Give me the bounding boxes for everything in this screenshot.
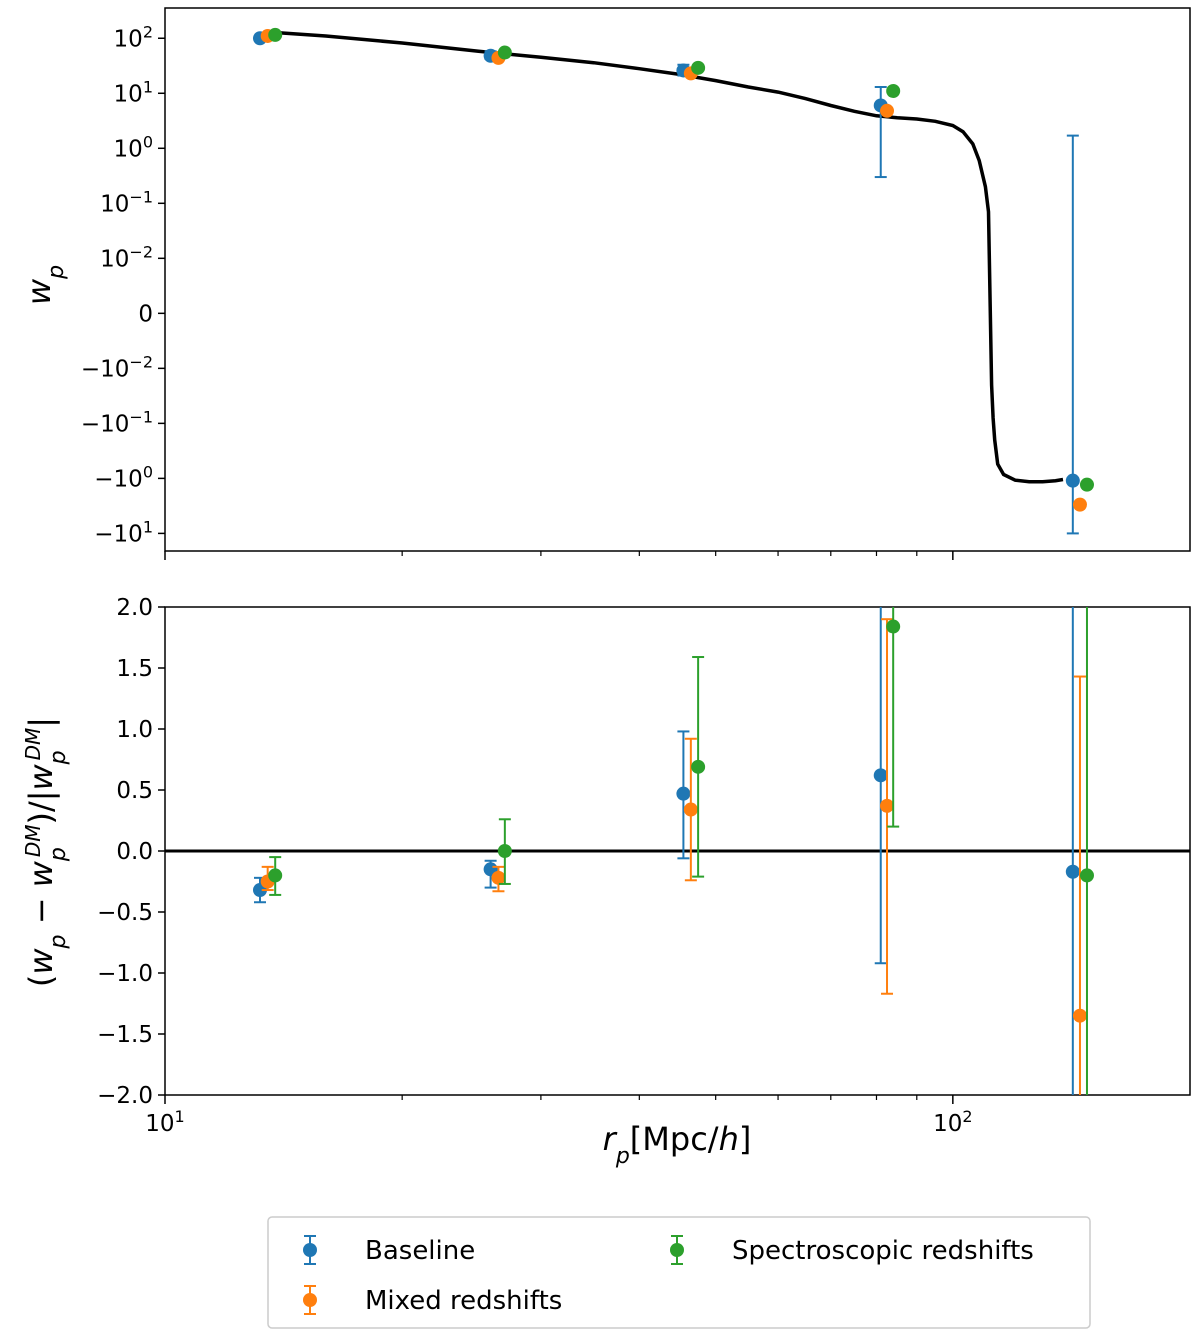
top-y-tick-label: −101 [94, 517, 153, 548]
legend-label: Baseline [365, 1236, 475, 1266]
legend-marker-point [303, 1293, 317, 1307]
baseline-point [1065, 473, 1080, 488]
spectroscopic-redshifts-point [691, 60, 706, 75]
spectroscopic-redshifts-point [691, 759, 706, 774]
top-y-tick-label: −10−2 [81, 352, 153, 383]
top-y-tick-label: 10−1 [100, 187, 153, 218]
bottom-y-tick-label: 2.0 [116, 595, 153, 621]
legend-item-mixed-redshifts: Mixed redshifts [303, 1285, 562, 1316]
spectroscopic-redshifts-point [497, 45, 512, 60]
spectroscopic-redshifts-point [1079, 868, 1094, 883]
spectroscopic-redshifts-point [268, 868, 283, 883]
bottom-y-tick-label: 0.5 [116, 778, 153, 804]
legend-frame [267, 1216, 1091, 1329]
mixed-redshifts-point [1072, 1008, 1087, 1023]
baseline-point [873, 768, 888, 783]
top-y-tick-label: −10−1 [81, 407, 153, 438]
top-data-points [252, 27, 1094, 535]
legend-label: Mixed redshifts [365, 1286, 562, 1316]
baseline-point [676, 786, 691, 801]
bottom-y-axis-title: (wp − wpDM)/|wpDM| [21, 717, 71, 987]
x-tick-label: 102 [933, 1107, 972, 1138]
bottom-data-points [252, 607, 1094, 1095]
legend-marker-point [303, 1243, 317, 1257]
bottom-y-ticks: 2.0 1.5 1.0 0.5 0.0 −0.5 −1.0 −1.5 −2.0 [97, 595, 165, 1109]
spectroscopic-redshifts-point [268, 27, 283, 42]
bottom-y-tick-label: −1.5 [97, 1022, 153, 1048]
legend-label: Spectroscopic redshifts [732, 1236, 1034, 1266]
top-panel-frame [164, 7, 1191, 552]
top-y-tick-label: 101 [114, 77, 153, 108]
top-y-tick-label: −100 [94, 462, 153, 493]
bottom-y-tick-label: −0.5 [97, 900, 153, 926]
bottom-y-tick-label: −2.0 [97, 1083, 153, 1109]
mixed-redshifts-point [683, 802, 698, 817]
mixed-redshifts-point [880, 798, 895, 813]
legend-marker-point [670, 1243, 684, 1257]
legend-item-spectroscopic-redshifts: Spectroscopic redshifts [670, 1235, 1034, 1266]
baseline-point [1065, 864, 1080, 879]
legend-item-baseline: Baseline [303, 1235, 475, 1266]
spectroscopic-redshifts-point [497, 844, 512, 858]
mixed-redshifts-point [491, 870, 506, 885]
bottom-x-ticks: 101 102 [145, 1095, 973, 1138]
top-panel: 102 101 100 10−1 10−2 0 −10−2 −10−1 −100 −101 wp [20, 7, 1191, 560]
x-tick-label: 101 [145, 1107, 184, 1138]
top-y-axis-title: wp [20, 265, 69, 305]
top-y-tick-label: 100 [114, 132, 153, 163]
bottom-panel: 2.0 1.5 1.0 0.5 0.0 −0.5 −1.0 −1.5 −2.0 101 102 (… [21, 595, 1191, 1169]
top-y-tick-label: 10−2 [100, 242, 153, 273]
top-y-tick-label: 102 [114, 22, 153, 53]
bottom-y-tick-label: 0.0 [116, 839, 153, 865]
x-axis-title: rp[Mpc/h] [603, 1120, 752, 1169]
bottom-y-tick-label: −1.0 [97, 961, 153, 987]
legend: Baseline Mixed redshifts Spectroscopic red… [267, 1216, 1091, 1329]
top-x-ticks [164, 551, 954, 560]
spectroscopic-redshifts-point [1079, 477, 1094, 492]
top-y-tick-label: 0 [138, 301, 153, 327]
spectroscopic-redshifts-point [886, 83, 901, 98]
spectroscopic-redshifts-point [886, 619, 901, 634]
mixed-redshifts-point [880, 103, 895, 118]
bottom-y-tick-label: 1.0 [116, 717, 153, 743]
model-curve [267, 30, 1064, 484]
bottom-y-tick-label: 1.5 [116, 656, 153, 682]
mixed-redshifts-point [1072, 497, 1087, 512]
top-y-ticks: 102 101 100 10−1 10−2 0 −10−2 −10−1 −100 −101 [81, 22, 165, 548]
